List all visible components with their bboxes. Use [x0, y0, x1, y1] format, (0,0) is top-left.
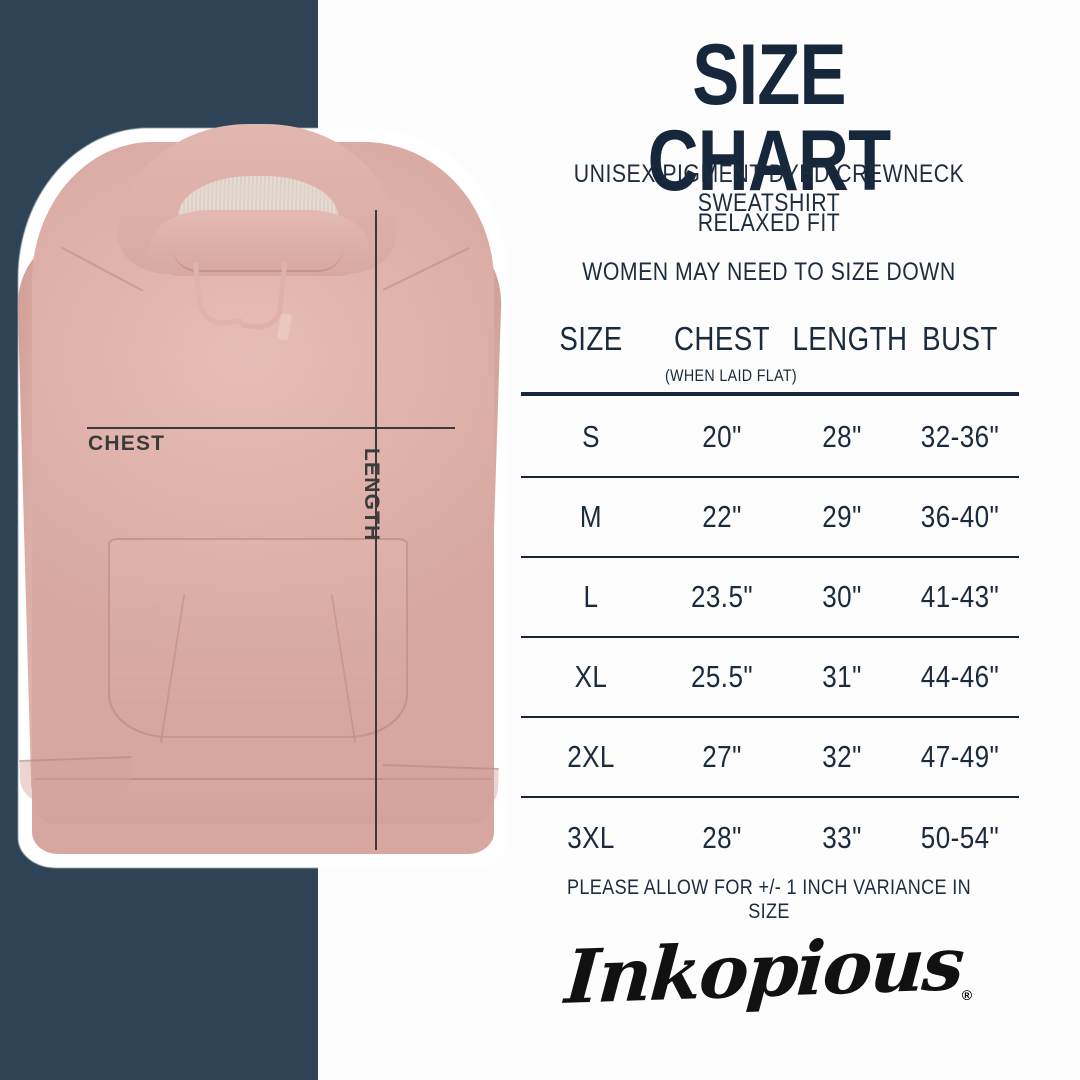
size-chart-panel: SIZE CHART UNISEX PIGMENT DYED CREWNECK … [520, 0, 1080, 1080]
cell-length: 30" [822, 579, 862, 614]
chest-measure-note: (WHEN LAID FLAT) [664, 366, 798, 385]
column-header-bust: BUST [922, 320, 998, 357]
cell-bust: 36-40" [920, 499, 1000, 534]
cell-chest: 28" [702, 820, 742, 855]
cell-size: M [579, 499, 603, 534]
garment-cuff-left [19, 756, 133, 804]
subtitle-sizing-advice: WOMEN MAY NEED TO SIZE DOWN [582, 258, 956, 286]
garment-kangaroo-pocket [108, 538, 408, 738]
table-row: 2XL 27" 32" 47-49" [521, 718, 1019, 798]
garment-bottom-hem [34, 778, 492, 824]
registered-trademark-icon: ® [961, 987, 973, 1004]
variance-note: PLEASE ALLOW FOR +/- 1 INCH VARIANCE IN … [567, 876, 971, 923]
cell-bust: 44-46" [920, 659, 1000, 694]
table-row: S 20" 28" 32-36" [521, 398, 1019, 478]
cell-size: XL [574, 659, 608, 694]
cell-length: 28" [822, 419, 862, 454]
table-header-rule [521, 392, 1019, 396]
cell-bust: 47-49" [920, 739, 1000, 774]
table-row: XL 25.5" 31" 44-46" [521, 638, 1019, 718]
table-header-block: SIZE CHEST LENGTH BUST (WHEN LAID FLAT) [521, 320, 1019, 398]
brand-logo-text: Inkopious [562, 921, 966, 1021]
chest-measurement-line [87, 427, 455, 429]
column-header-size: SIZE [559, 320, 623, 357]
cell-length: 29" [822, 499, 862, 534]
cell-bust: 50-54" [920, 820, 1000, 855]
cell-chest: 20" [702, 419, 742, 454]
cell-length: 31" [822, 659, 862, 694]
cell-chest: 22" [702, 499, 742, 534]
cell-length: 33" [822, 820, 862, 855]
cell-length: 32" [822, 739, 862, 774]
table-row: L 23.5" 30" 41-43" [521, 558, 1019, 638]
page-title: SIZE CHART [647, 27, 892, 209]
length-measurement-label: LENGTH [360, 448, 383, 542]
table-row: 3XL 28" 33" 50-54" [521, 798, 1019, 878]
column-header-length: LENGTH [792, 320, 908, 357]
brand-logo: Inkopious® [520, 921, 1018, 1021]
sweatshirt-illustration [0, 118, 520, 878]
garment-cuff-right [381, 763, 499, 815]
chest-measurement-label: CHEST [88, 432, 166, 455]
garment-neck-seam [172, 246, 344, 272]
cell-bust: 32-36" [920, 419, 1000, 454]
table-header-row: SIZE CHEST LENGTH BUST [521, 320, 1019, 360]
length-measurement-line [375, 210, 377, 850]
product-photo-panel: CHEST LENGTH [0, 0, 520, 1080]
size-table: SIZE CHEST LENGTH BUST (WHEN LAID FLAT) … [521, 320, 1019, 878]
column-header-chest: CHEST [673, 320, 771, 357]
cell-chest: 25.5" [690, 659, 754, 694]
cell-chest: 23.5" [690, 579, 754, 614]
cell-size: L [583, 579, 599, 614]
table-row: M 22" 29" 36-40" [521, 478, 1019, 558]
cell-chest: 27" [702, 739, 742, 774]
cell-size: 3XL [567, 820, 615, 855]
subtitle-product: UNISEX PIGMENT DYED CREWNECK SWEATSHIRT [573, 160, 965, 217]
cell-size: 2XL [567, 739, 615, 774]
cell-bust: 41-43" [920, 579, 1000, 614]
cell-size: S [582, 419, 600, 454]
subtitle-fit: RELAXED FIT [697, 209, 841, 237]
